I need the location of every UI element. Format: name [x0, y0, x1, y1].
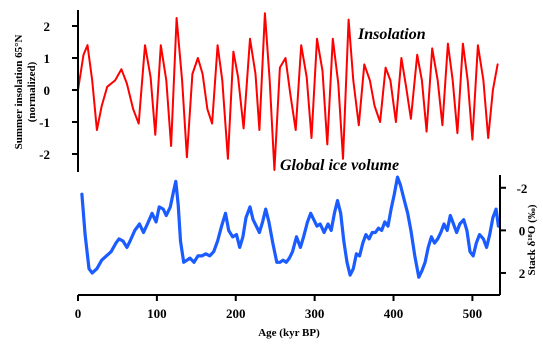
x-tick-label: 300	[305, 306, 325, 321]
y-tick-label-left: -2	[39, 147, 50, 162]
x-tick-label: 400	[384, 306, 404, 321]
series-line-insolation	[77, 12, 499, 171]
insolation-axis-title-line1: Summer insolation 65°N	[13, 35, 25, 150]
x-tick-label: 100	[147, 306, 167, 321]
x-tick-label: 500	[463, 306, 483, 321]
y-tick-label-right: 0	[519, 223, 526, 238]
insolation-axis-title-line2: (normalized)	[26, 61, 38, 122]
y-tick-label-right: -2	[517, 181, 528, 196]
y-tick-label-left: -1	[39, 115, 50, 130]
y-tick-label-right: 2	[519, 266, 526, 281]
series-line-ice-volume	[80, 175, 500, 279]
x-tick-label: 0	[75, 306, 82, 321]
insolation-series-label: Insolation	[357, 26, 426, 43]
lines-layer	[77, 12, 500, 279]
text-layer: Age (kyr BP) Summer insolation 65°N (nor…	[13, 26, 538, 339]
axes-layer	[77, 10, 501, 296]
ticks-layer: 2 1 0 -1 -2 -2 0 2 0 100 200 300 400 500	[39, 19, 527, 321]
ice-volume-series-label: Global ice volume	[280, 157, 399, 174]
ice-volume-axis-title: Stack δ¹⁸O (‰)	[526, 204, 538, 275]
x-tick-label: 200	[226, 306, 246, 321]
y-tick-label-left: 2	[44, 19, 51, 34]
x-axis-title: Age (kyr BP)	[258, 327, 320, 339]
y-tick-label-left: 1	[44, 51, 51, 66]
y-tick-label-left: 0	[44, 83, 51, 98]
